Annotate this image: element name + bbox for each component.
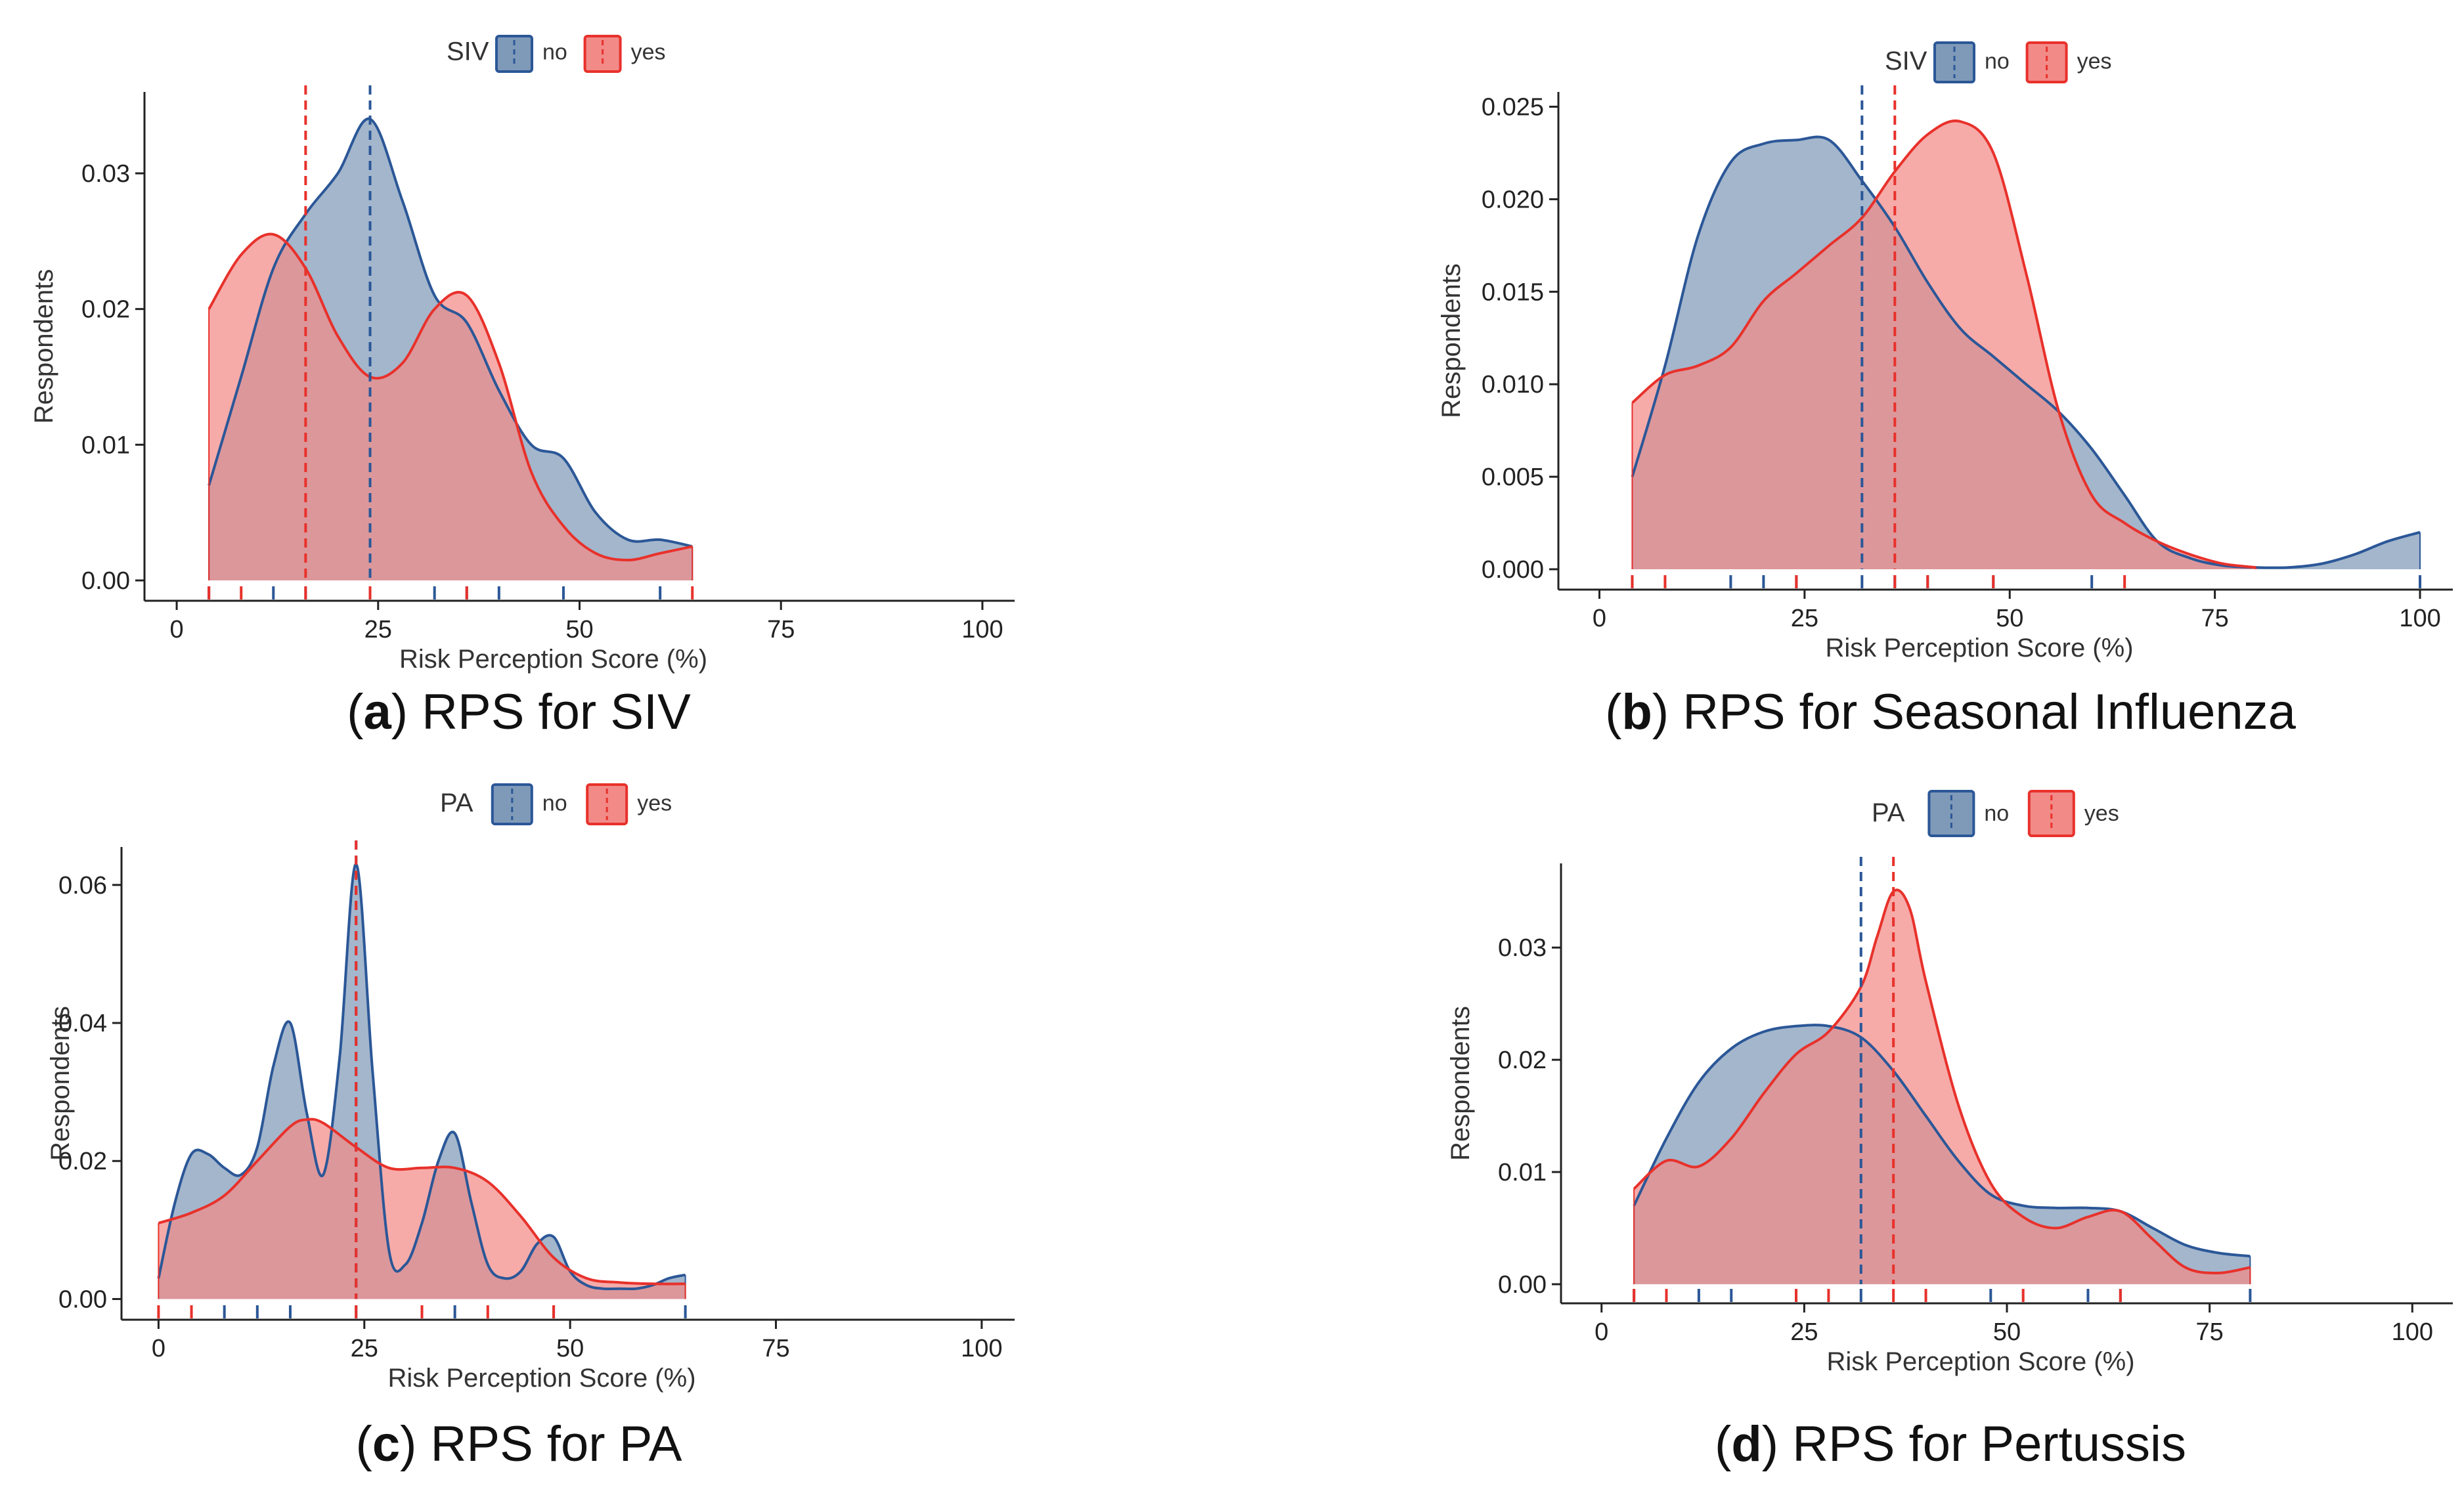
x-axis-title: Risk Perception Score (%) [1826,1347,2134,1376]
density-area-yes [158,1119,686,1299]
legend-swatch-yes [2025,41,2068,83]
y-tick-label: 0.04 [58,1010,107,1037]
y-tick-label: 0.01 [1498,1159,1547,1186]
x-tick-label: 100 [2392,1318,2433,1346]
legend-title: PA [1872,798,1905,827]
x-tick-label: 75 [2195,1318,2223,1346]
legend-title: PA [440,789,473,817]
caption-letter: c [372,1416,400,1472]
y-tick-label: 0.000 [1482,556,1544,584]
x-tick-label: 100 [961,1335,1002,1362]
x-axis-title: Risk Perception Score (%) [1825,634,2133,662]
density-area-yes [209,234,693,581]
legend-label-yes: yes [637,791,672,816]
density-line-yes [158,1117,686,1286]
legend-label-no: no [1984,801,2009,826]
caption-text: ) RPS for Seasonal Influenza [1652,684,2297,740]
caption-letter: d [1731,1416,1761,1472]
y-tick-label: 0.00 [1498,1271,1547,1299]
x-tick-label: 50 [1996,605,2023,632]
y-tick-label: 0.00 [81,567,130,595]
caption-text: ) RPS for SIV [391,684,691,740]
x-tick-label: 75 [2201,605,2228,632]
y-axis-title: Respondents [1437,263,1466,418]
y-tick-label: 0.01 [81,431,130,459]
density-area-yes [1632,121,2256,569]
legend-label-yes: yes [2077,49,2112,74]
caption-text: ) RPS for Pertussis [1762,1416,2186,1472]
x-tick-label: 25 [1791,605,1818,632]
legend: PA no yes [1872,790,2119,837]
legend-label-no: no [542,791,567,816]
y-tick-label: 0.020 [1482,186,1544,213]
density-line-no [1633,1024,2251,1258]
x-axis-title: Risk Perception Score (%) [399,645,707,674]
caption: (a) RPS for SIV [347,684,691,740]
x-tick-label: 25 [351,1335,378,1362]
density-line-no [157,863,686,1291]
y-tick-label: 0.06 [58,872,107,900]
density-line-no [208,118,693,548]
y-tick-label: 0.02 [1498,1047,1547,1074]
y-tick-label: 0.025 [1482,94,1544,121]
x-tick-label: 50 [565,616,593,643]
y-tick-label: 0.005 [1482,464,1544,491]
caption-letter: b [1621,684,1652,740]
y-tick-label: 0.010 [1482,371,1544,399]
x-tick-label: 75 [762,1335,789,1362]
x-tick-label: 100 [961,616,1003,643]
y-axis-title: Respondents [30,269,58,424]
x-tick-label: 50 [556,1335,584,1362]
chart-panel-b: 0 25 50 75 100 0.000 0.005 0.010 0.015 0.020 0.025… [1437,41,2453,740]
y-tick-label: 0.02 [81,296,130,324]
y-tick-label: 0.02 [58,1148,107,1175]
legend-swatch-no [1933,41,1975,83]
x-axis-title: Risk Perception Score (%) [387,1364,695,1393]
caption: (c) RPS for PA [356,1416,682,1472]
y-tick-label: 0.03 [1498,934,1547,962]
chart-panel-c: 0 25 50 75 100 0.00 0.02 0.04 0.06 Risk Perceptio… [46,783,1015,1472]
legend-label-no: no [542,40,567,65]
y-tick-label: 0.00 [58,1286,107,1313]
x-tick-label: 75 [767,616,795,643]
density-line-yes [1631,119,2256,569]
x-tick-label: 0 [1593,605,1606,632]
y-tick-label: 0.015 [1482,278,1544,306]
y-axis-title: Respondents [1446,1006,1475,1161]
legend: PA no yes [440,783,672,825]
density-area-yes [1634,890,2251,1284]
legend-label-no: no [1985,49,2010,74]
legend: SIV no yes [1885,41,2112,83]
legend-label-yes: yes [2084,801,2119,826]
density-line-no [1631,135,2421,569]
legend: SIV no yes [447,35,666,73]
x-tick-label: 0 [1595,1318,1608,1346]
x-tick-label: 50 [1993,1318,2021,1346]
caption-letter: a [363,684,391,740]
x-tick-label: 100 [2399,605,2440,632]
legend-swatch-no [491,783,533,825]
y-tick-label: 0.03 [81,160,130,188]
legend-title: SIV [447,37,489,66]
y-axis-title: Respondents [46,1006,75,1161]
density-line-yes [1633,888,2251,1274]
x-tick-label: 0 [170,616,184,643]
chart-panel-d: 0 25 50 75 100 0.00 0.01 0.02 0.03 Risk Perceptio… [1446,790,2453,1472]
caption: (d) RPS for Pertussis [1715,1416,2186,1472]
density-line-yes [208,232,693,562]
x-tick-label: 25 [364,616,392,643]
chart-panel-a: 0 25 50 75 100 0.00 0.01 0.02 0.03 Risk Perceptio… [30,35,1015,740]
caption: (b) RPS for Seasonal Influenza [1605,684,2297,740]
legend-label-yes: yes [631,40,666,65]
legend-swatch-yes [586,783,628,825]
x-tick-label: 25 [1790,1318,1818,1346]
legend-title: SIV [1885,47,1927,76]
caption-text: ) RPS for PA [400,1416,682,1472]
x-tick-label: 0 [152,1335,165,1362]
